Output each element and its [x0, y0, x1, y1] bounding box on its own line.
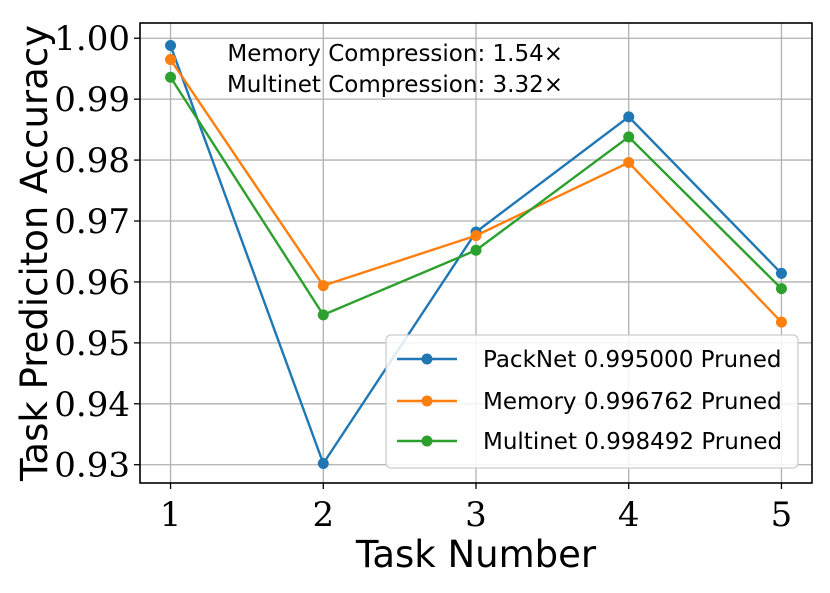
x-tick-label: 3	[465, 495, 487, 535]
x-tick-label: 1	[160, 495, 182, 535]
data-point	[775, 316, 787, 328]
data-point	[623, 131, 635, 143]
data-point	[317, 309, 329, 321]
legend-label: Memory 0.996762 Pruned	[483, 389, 782, 415]
legend-items: PackNet 0.995000 Pruned Memory 0.996762 P…	[397, 347, 782, 455]
y-tick-label: 0.96	[54, 263, 130, 303]
legend-label: PackNet 0.995000 Pruned	[483, 347, 781, 373]
data-point	[165, 71, 177, 83]
x-tick-label: 2	[312, 495, 334, 535]
y-tick-label: 0.94	[54, 385, 130, 425]
annotation-memory-compression: Memory Compression: 1.54×	[227, 41, 563, 67]
data-point	[317, 280, 329, 292]
legend-box	[385, 334, 799, 469]
data-point	[775, 283, 787, 295]
legend-swatch-marker	[421, 435, 433, 447]
data-point	[623, 111, 635, 123]
legend-item-1: PackNet 0.995000 Pruned	[397, 347, 781, 373]
y-tick-label: 0.97	[54, 202, 130, 242]
series-3	[165, 71, 787, 321]
x-axis-ticks: 1 2 3 4 5	[160, 483, 793, 535]
y-tick-label: 0.98	[54, 141, 130, 181]
annotation-multinet-compression: Multinet Compression: 3.32×	[227, 72, 563, 98]
data-point	[470, 230, 482, 242]
series-2	[165, 54, 787, 328]
x-axis-label: Task Number	[355, 533, 597, 576]
y-tick-label: 0.99	[54, 80, 130, 120]
y-axis-label: Task Prediciton Accuracy	[13, 25, 56, 482]
y-tick-label: 0.93	[54, 446, 130, 486]
legend: PackNet 0.995000 Pruned Memory 0.996762 P…	[385, 334, 799, 469]
data-point	[165, 54, 177, 66]
data-point	[470, 244, 482, 256]
y-tick-label: 1.00	[54, 19, 130, 59]
legend-swatch-marker	[421, 395, 433, 407]
legend-item-2: Memory 0.996762 Pruned	[397, 389, 782, 415]
y-tick-label: 0.95	[54, 324, 130, 364]
x-tick-label: 5	[771, 495, 793, 535]
legend-item-3: Multinet 0.998492 Pruned	[397, 429, 782, 455]
data-point	[623, 157, 635, 169]
series-layer	[165, 40, 787, 470]
legend-label: Multinet 0.998492 Pruned	[483, 429, 782, 455]
y-axis-ticks: 0.93 0.94 0.95 0.96 0.97 0.98 0.99 1.00	[54, 19, 140, 486]
legend-swatch-marker	[421, 353, 433, 365]
data-point	[165, 40, 177, 52]
data-point	[317, 458, 329, 470]
x-tick-label: 4	[618, 495, 640, 535]
data-point	[775, 267, 787, 279]
